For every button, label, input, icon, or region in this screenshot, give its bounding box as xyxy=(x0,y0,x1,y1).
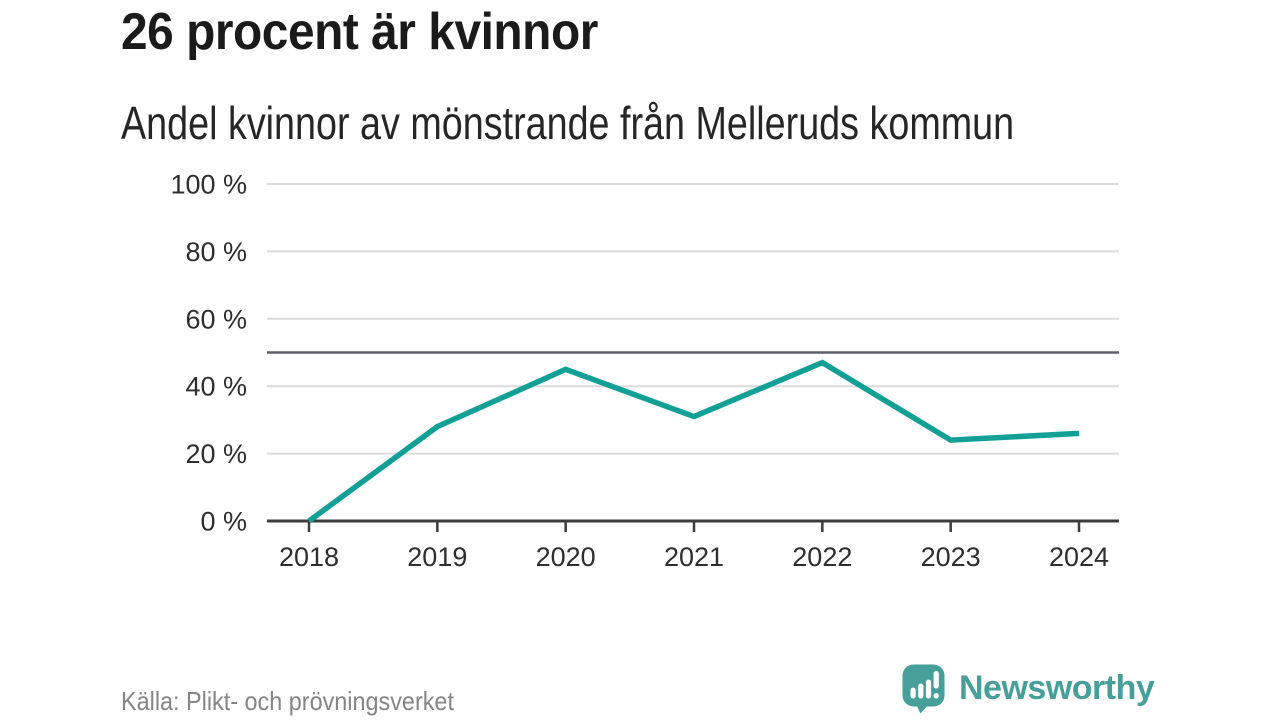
y-tick-label: 100 % xyxy=(170,170,247,200)
x-tick-label: 2023 xyxy=(921,542,981,572)
data-line-andel-kvinnor xyxy=(307,359,1080,524)
chart-subtitle: Andel kvinnor av mönstrande från Melleru… xyxy=(121,97,1015,149)
y-tick-label: 20 % xyxy=(185,439,247,469)
newsworthy-logo-icon xyxy=(902,664,945,714)
source-attribution: Källa: Plikt- och prövningsverket xyxy=(121,686,454,716)
x-tick-label: 2020 xyxy=(536,542,596,572)
y-tick-label: 0 % xyxy=(200,507,247,537)
x-tick-label: 2024 xyxy=(1049,542,1109,572)
y-tick-label: 60 % xyxy=(185,304,247,334)
x-tick-label: 2022 xyxy=(792,542,852,572)
newsworthy-logo: Newsworthy xyxy=(901,663,1155,714)
x-tick-label: 2019 xyxy=(407,542,467,572)
y-tick-label: 80 % xyxy=(185,237,247,267)
x-tick-label: 2018 xyxy=(279,542,339,572)
page-title: 26 procent är kvinnor xyxy=(121,3,598,61)
newsworthy-logo-text: Newsworthy xyxy=(959,669,1155,707)
x-tick-label: 2021 xyxy=(664,542,724,572)
y-tick-label: 40 % xyxy=(185,372,247,402)
